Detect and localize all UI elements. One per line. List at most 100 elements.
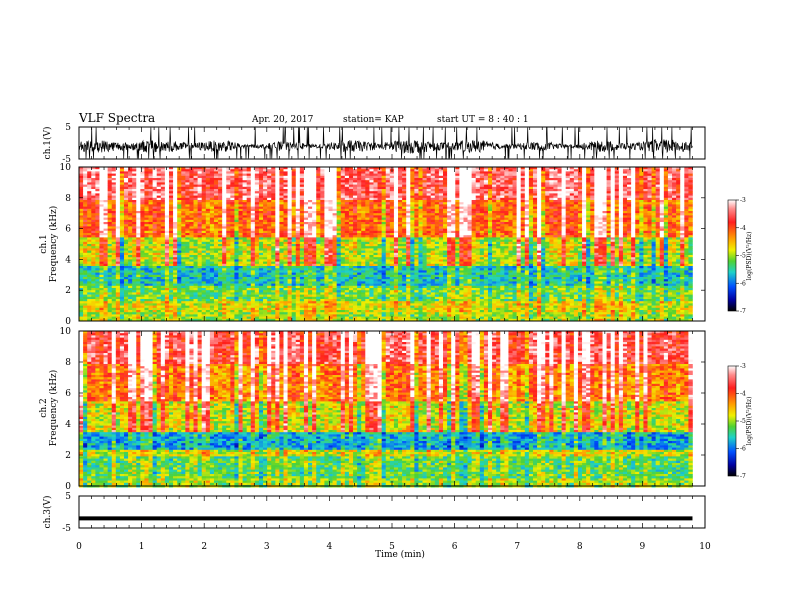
spectrogram-cell [239,200,243,203]
spectrogram-cell [341,207,345,210]
spectrogram-cell [239,202,243,205]
spectrogram-cell [386,218,390,221]
spectrogram-cell [120,178,124,181]
spectrogram-cell [83,189,87,192]
spectrogram-cell [112,169,116,172]
spectrogram-cell [173,213,177,216]
spectrogram-cell [149,229,153,232]
spectrogram-cell [582,191,586,194]
spectrogram-cell [484,200,488,203]
spectrogram-cell [410,222,414,225]
spectrogram-cell [341,200,345,203]
spectrogram-cell [312,198,316,201]
spectrogram-cell [627,220,631,223]
spectrogram-cell [324,169,328,172]
spectrogram-cell [206,231,210,234]
spectrogram-cell [676,196,680,199]
spectrogram-cell [623,198,627,201]
spectrogram-cell [136,222,140,225]
spectrogram-cell [153,169,157,172]
spectrogram-cell [545,202,549,205]
spectrogram-cell [521,189,525,192]
spectrogram-cell [652,182,656,185]
spectrogram-cell [218,226,222,229]
spectrogram-cell [255,229,259,232]
spectrogram-cell [594,178,598,181]
spectrogram-cell [353,202,357,205]
spectrogram-cell [161,176,165,179]
spectrogram-cell [255,182,259,185]
spectrogram-cell [439,178,443,181]
spectrogram-cell [308,180,312,183]
spectrogram-cell [500,169,504,172]
spectrogram-cell [508,220,512,223]
spectrogram-cell [104,189,108,192]
spectrogram-cell [472,196,476,199]
spectrogram-cell [361,185,365,188]
spectrogram-cell [623,191,627,194]
spectrogram-cell [116,218,120,221]
spectrogram-cell [447,191,451,194]
spectrogram-cell [255,220,259,223]
spectrogram-cell [594,215,598,218]
spectrogram-cell [537,226,541,229]
spectrogram-cell [194,200,198,203]
spectrogram-cell [243,226,247,229]
spectrogram-cell [361,218,365,221]
spectrogram-cell [447,174,451,177]
spectrogram-cell [427,215,431,218]
spectrogram-cell [308,185,312,188]
spectrogram-cell [647,211,651,214]
spectrogram-cell [292,209,296,212]
spectrogram-cell [292,226,296,229]
spectrogram-cell [87,169,91,172]
spectrogram-cell [607,180,611,183]
spectrogram-cell [308,237,312,240]
spectrogram-cell [132,204,136,207]
spectrogram-cell [513,215,517,218]
spectrogram-cell [676,191,680,194]
spectrogram-cell [418,224,422,227]
spectrogram-cell [194,178,198,181]
spectrogram-cell [427,169,431,172]
spectrogram-cell [345,200,349,203]
spectrogram-cell [684,211,688,214]
spectrogram-cell [120,187,124,190]
spectrogram-cell [136,231,140,234]
spectrogram-cell [149,215,153,218]
spectrogram-cell [353,229,357,232]
spectrogram-cell [153,193,157,196]
spectrogram-cell [660,176,664,179]
spectrogram-cell [451,178,455,181]
spectrogram-cell [177,171,181,174]
spectrogram-cell [243,187,247,190]
spectrogram-cell [267,191,271,194]
spectrogram-cell [410,213,414,216]
spectrogram-cell [251,209,255,212]
spectrogram-cell [312,215,316,218]
spectrogram-cell [267,178,271,181]
spectrogram-cell [108,220,112,223]
spectrogram-cell [553,222,557,225]
spectrogram-cell [255,213,259,216]
spectrogram-cell [435,211,439,214]
spectrogram-cell [120,169,124,172]
spectrogram-cell [99,235,103,238]
spectrogram-cell [108,215,112,218]
spectrogram-cell [517,200,521,203]
spectrogram-cell [247,202,251,205]
spectrogram-cell [664,182,668,185]
spectrogram-cell [116,226,120,229]
spectrogram-cell [607,215,611,218]
spectrogram-cell [623,213,627,216]
spectrogram-cell [386,213,390,216]
spectrogram-cell [333,198,337,201]
spectrogram-cell [194,218,198,221]
spectrogram-cell [394,191,398,194]
spectrogram-cell [189,185,193,188]
spectrogram-cell [427,209,431,212]
spectrogram-cell [144,226,148,229]
spectrogram-cell [198,185,202,188]
spectrogram-cell [562,191,566,194]
spectrogram-cell [418,222,422,225]
